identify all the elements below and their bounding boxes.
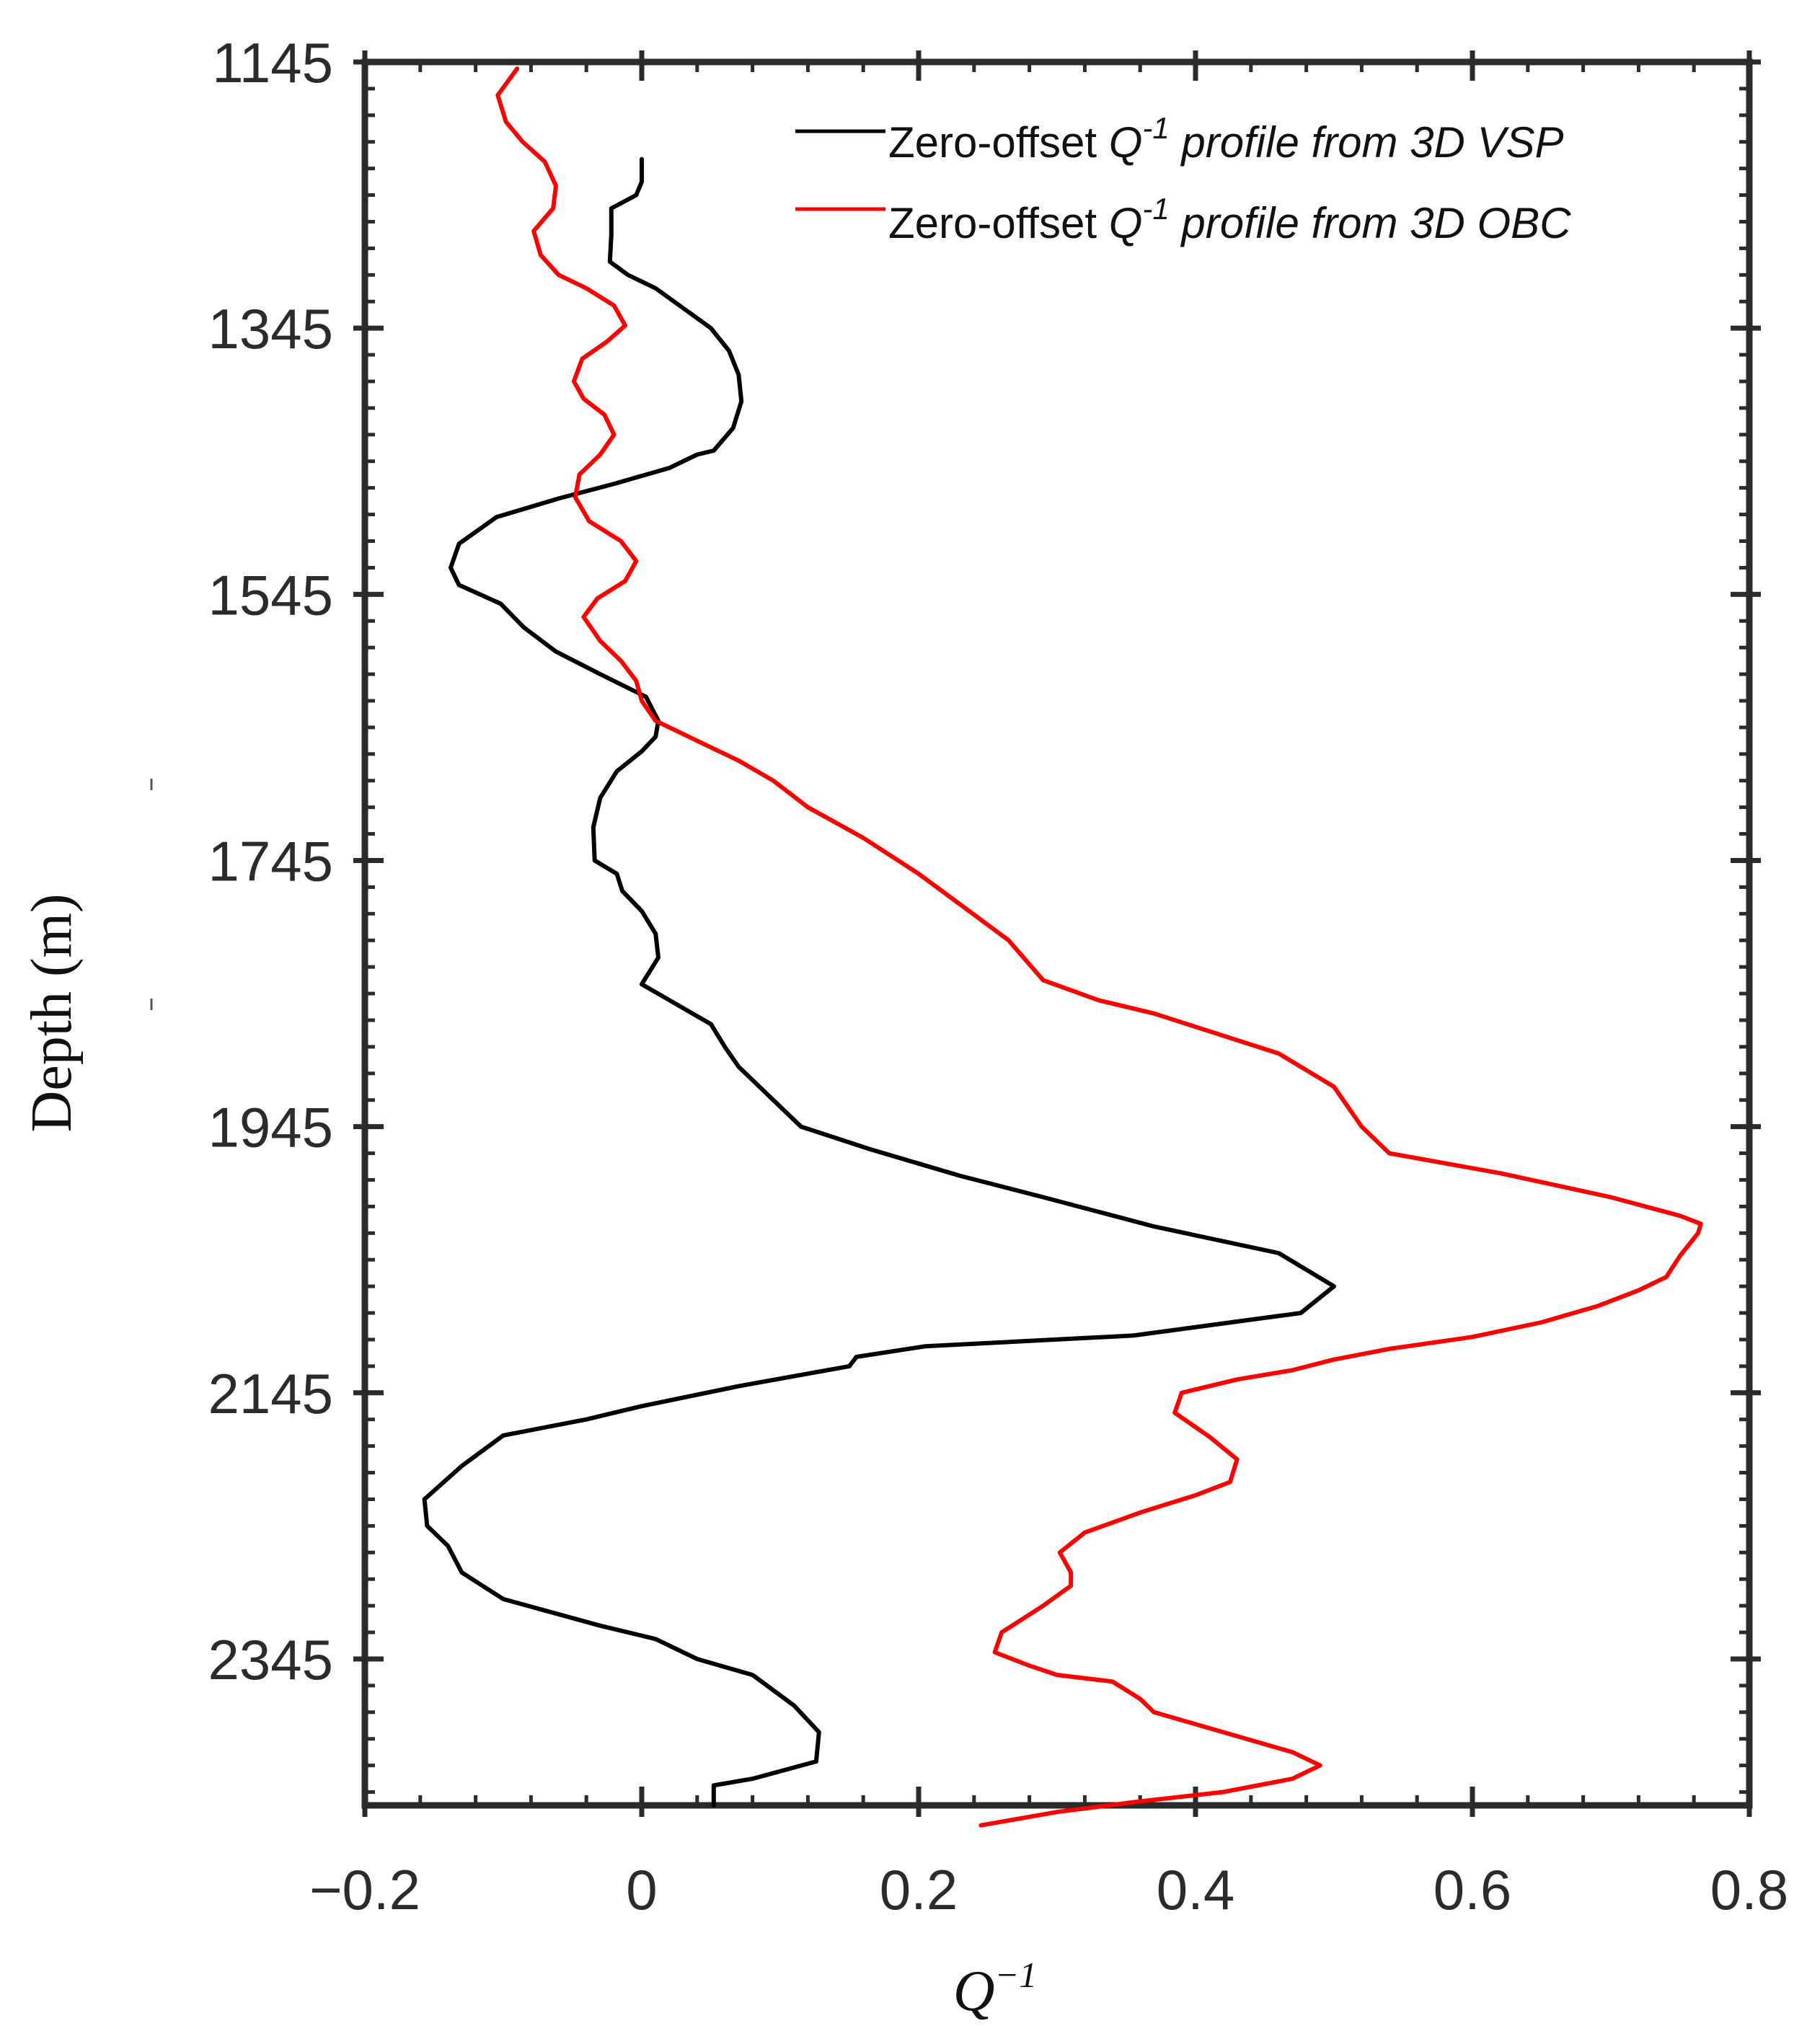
y-tick-label: 1745 [208, 829, 333, 893]
y-tick-labels: 1145 1345 1545 1745 1945 2145 2345 [208, 31, 333, 1691]
major-ticks [353, 50, 1761, 1817]
y-tick-label: 1145 [212, 31, 333, 94]
y-axis-label: Depth (m) [20, 893, 84, 1132]
legend: Zero-offset Q-1 profile from 3D VSP Zero… [795, 111, 1571, 247]
y-tick-label: 2345 [208, 1628, 333, 1691]
x-axis-label-superscript: −1 [995, 1955, 1038, 1995]
legend-prefix: Zero-offset [888, 118, 1109, 167]
y-tick-label: 1345 [208, 297, 333, 360]
x-axis-label-q: Q [953, 1960, 995, 2023]
y-tick-label: 1545 [208, 563, 333, 627]
legend-prefix: Zero-offset [888, 199, 1109, 247]
x-tick-label: 0.4 [1157, 1858, 1234, 1921]
legend-label-obc: Zero-offset Q-1 profile from 3D OBC [888, 192, 1571, 247]
x-tick-label: 0.2 [880, 1858, 958, 1921]
series-line-vsp [422, 156, 1336, 1808]
x-axis-label: Q−1 [953, 1955, 1038, 2023]
legend-superscript: -1 [1142, 192, 1169, 226]
y-tick-label: 1945 [208, 1096, 333, 1159]
x-tick-label: −0.2 [309, 1858, 420, 1921]
series-line-obc [495, 66, 1703, 1828]
legend-q-symbol: Q [1109, 199, 1143, 247]
x-tick-labels: −0.2 0 0.2 0.4 0.6 0.8 [309, 1858, 1788, 1921]
legend-suffix: profile from 3D OBC [1170, 199, 1571, 247]
x-tick-label: 0 [626, 1858, 657, 1921]
series-lines [422, 66, 1703, 1828]
legend-suffix: profile from 3D VSP [1170, 118, 1564, 167]
plot-area-frame [361, 58, 1753, 1809]
legend-superscript: -1 [1142, 111, 1169, 145]
x-tick-label: 0.6 [1433, 1858, 1511, 1921]
y-tick-label: 2145 [208, 1362, 333, 1425]
x-tick-label: 0.8 [1710, 1858, 1788, 1921]
legend-q-symbol: Q [1109, 118, 1143, 167]
legend-label-vsp: Zero-offset Q-1 profile from 3D VSP [888, 111, 1564, 167]
